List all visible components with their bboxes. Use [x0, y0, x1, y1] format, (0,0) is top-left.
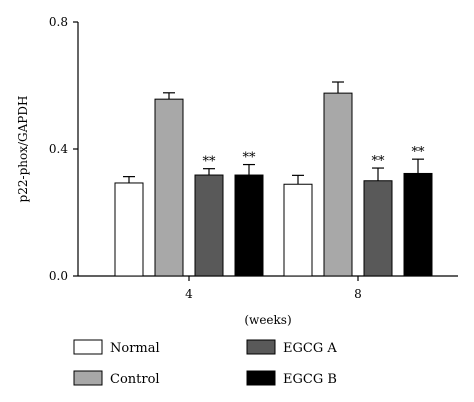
significance-marker: **: [203, 155, 217, 170]
legend-label: EGCG A: [283, 341, 337, 356]
bar-egcg-b-8: [403, 172, 433, 277]
bars: ** ** ** **: [114, 81, 433, 277]
legend-label: Normal: [110, 341, 160, 356]
significance-marker: **: [372, 154, 386, 169]
significance-marker: **: [243, 151, 257, 166]
bar-egcg-a-8: [363, 180, 393, 277]
legend-swatch-egcg-a: [246, 339, 276, 355]
legend-swatch-egcg-b: [246, 370, 276, 386]
bar-normal-4: [114, 182, 144, 277]
bar-control-4: [154, 98, 184, 277]
significance-marker: **: [412, 145, 426, 160]
y-tick-label: 0.4: [49, 142, 68, 156]
bar-control-8: [323, 92, 353, 277]
x-tick-label: 4: [185, 287, 193, 301]
x-axis-label: (weeks): [244, 313, 291, 327]
y-axis-label: p22-phox/GAPDH: [16, 96, 30, 203]
bar-egcg-b-4: [234, 174, 264, 277]
y-tick-label: 0.0: [49, 269, 68, 283]
legend-swatch-normal: [73, 339, 103, 355]
y-tick-label: 0.8: [49, 15, 68, 29]
legend-swatch-control: [73, 370, 103, 386]
legend-label: Control: [110, 372, 160, 387]
bar-egcg-a-4: [194, 174, 224, 277]
legend-label: EGCG B: [283, 372, 337, 387]
bar-normal-8: [283, 183, 313, 277]
axes: 0.0 0.4 0.8 p22-phox/GAPDH 4 8 (weeks): [16, 15, 458, 327]
x-tick-label: 8: [354, 287, 362, 301]
legend: Normal Control EGCG A EGCG B: [73, 339, 337, 387]
